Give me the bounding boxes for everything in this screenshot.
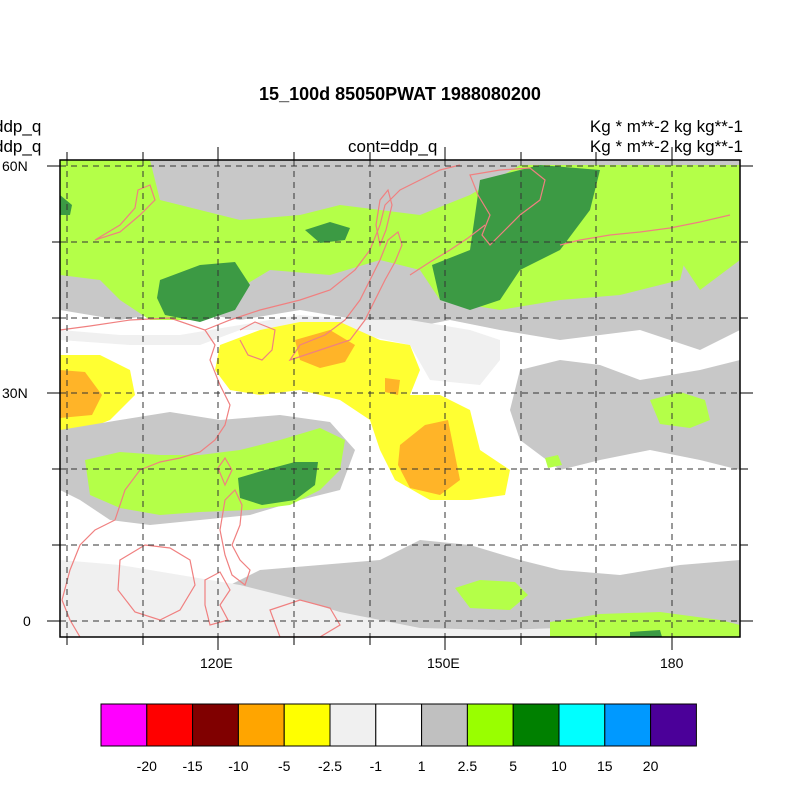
left-string-2: ddp_q [0, 137, 42, 156]
coastline-kamchatka [469, 167, 546, 246]
colorbar-box [650, 703, 697, 747]
map-title: 15_100d 85050PWAT 1988080200 [259, 84, 541, 104]
colorbar-label: 15 [597, 758, 613, 774]
coastline-borneo [117, 544, 196, 621]
fill-darkgreen-northeast [432, 165, 600, 310]
contour-fills [60, 160, 740, 637]
graticule [60, 160, 740, 637]
colorbar-box [192, 703, 239, 747]
colorbar-label: 10 [551, 758, 567, 774]
center-string: cont=ddp_q [348, 137, 438, 156]
lon-label-120e: 120E [200, 655, 233, 671]
coastline-taiwan [217, 456, 233, 487]
right-string-1: Kg * m**-2 kg kg**-1 [589, 117, 743, 136]
colorbar-box [604, 703, 652, 747]
fill-lightgreen-spot [545, 455, 562, 468]
fill-gray-east [510, 360, 740, 470]
colorbar-box [558, 703, 606, 747]
fill-lightgreen-northeast [560, 165, 740, 290]
colorbar-box [237, 703, 285, 747]
colorbar-label: -2.5 [317, 758, 343, 774]
fill-lightgreen-east [650, 392, 710, 428]
colorbar-box [421, 703, 468, 747]
lon-label-180: 180 [660, 655, 684, 671]
colorbar-box [375, 703, 423, 747]
plot-frame [59, 159, 741, 638]
colorbar-label: -15 [182, 758, 203, 774]
fill-lightgreen-south [455, 580, 528, 610]
coastline-sakhalin [375, 188, 393, 248]
fill-lightgray-south [60, 560, 740, 637]
fill-darkgreen-edge [60, 195, 72, 215]
colorbar-box [329, 703, 377, 747]
coastline-kuril [409, 224, 486, 276]
coastline-asia-mainland [60, 317, 231, 601]
left-string-1: ddp_q [0, 117, 42, 136]
fill-orange-center [295, 330, 355, 368]
right-string-2: Kg * m**-2 kg kg**-1 [589, 137, 743, 156]
colorbar-label: -20 [136, 758, 157, 774]
fill-lightgray-mid [60, 315, 500, 385]
colorbar-label: -5 [277, 758, 291, 774]
colorbar-box [100, 703, 148, 747]
colorbar-label: 20 [642, 758, 659, 774]
coastline-newguinea [269, 599, 341, 637]
fill-darkgreen-small [305, 222, 350, 243]
coastline-philippines [219, 488, 251, 586]
fill-orange-west [60, 370, 102, 418]
coastline-aleutian [559, 214, 731, 246]
fill-orange-small [385, 378, 400, 395]
lat-label-0: 0 [23, 613, 31, 629]
coastline-korea [239, 321, 276, 361]
axis-ticks [47, 147, 753, 650]
colorbar-box [512, 703, 560, 747]
colorbar-box [146, 703, 194, 747]
coastline-japan [288, 230, 403, 362]
fill-lightgreen-southeast [550, 612, 740, 637]
fill-darkgreen-northwest [157, 262, 250, 322]
colorbar-label: 5 [509, 758, 518, 774]
colorbar-label: -10 [228, 758, 249, 774]
coastline-sulawesi [204, 571, 231, 626]
lat-label-60n: 60N [2, 158, 28, 174]
fill-darkgreen-middle [238, 462, 318, 505]
lat-label-30n: 30N [2, 385, 28, 401]
fill-darkgreen-southeast [630, 630, 662, 637]
colorbar-label: 2.5 [457, 758, 478, 774]
colorbar-label: 1 [417, 758, 426, 774]
lon-label-150e: 150E [427, 655, 460, 671]
coastline-indochina [61, 599, 81, 637]
colorbar-box [283, 703, 331, 747]
coastline-okhotsk-west [94, 184, 156, 241]
colorbar-label: -1 [369, 758, 383, 774]
colorbar-box [466, 703, 514, 747]
